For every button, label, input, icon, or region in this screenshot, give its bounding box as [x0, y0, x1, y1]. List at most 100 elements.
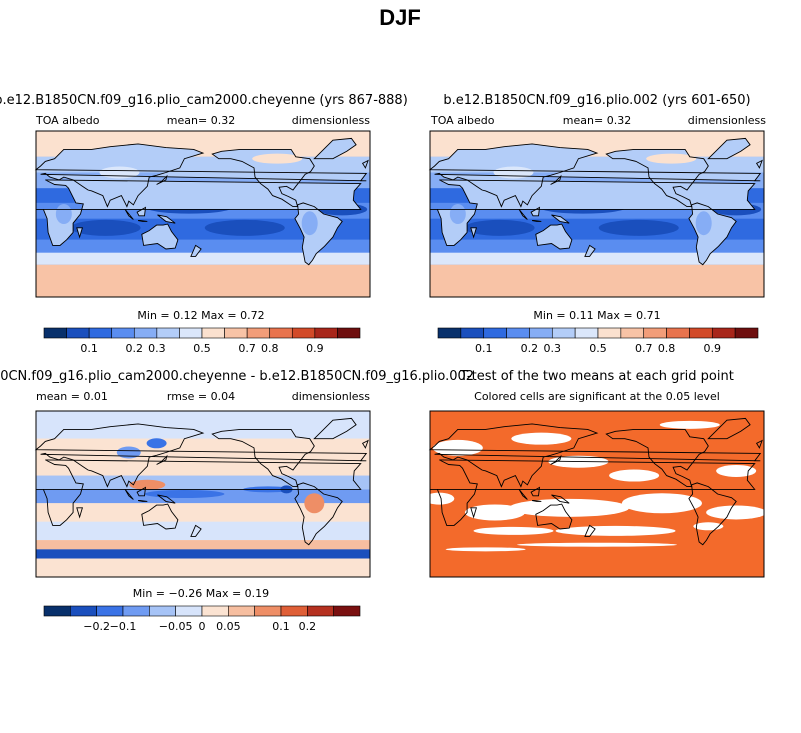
colorbar-tick-label: 0.8	[261, 342, 279, 355]
coastline	[141, 223, 179, 250]
coastline	[138, 220, 148, 222]
coastline	[688, 482, 737, 546]
panel-3-colorbar-labels: −0.2 −0.1 −0.05 0 0.05 0.1 0.2	[83, 620, 316, 633]
field-blob	[449, 204, 466, 224]
coastline	[470, 227, 478, 239]
colorbar-segment	[291, 327, 316, 339]
land-field	[470, 227, 477, 238]
colorbar-segment	[201, 605, 229, 617]
land-field	[535, 224, 572, 249]
colorbar-tick-label: 0.9	[704, 342, 722, 355]
coastline	[532, 220, 542, 222]
panel-1-map	[34, 130, 371, 298]
colorbar-segment	[201, 327, 225, 339]
coastline	[124, 209, 134, 220]
colorbar-segment	[228, 605, 255, 617]
colorbar-tick-label: 0	[199, 620, 206, 633]
colorbar-tick-label: 0.1	[272, 620, 290, 633]
panel-3-mean: mean = 0.01	[36, 390, 108, 403]
coastline	[294, 482, 343, 546]
land-field	[551, 214, 570, 224]
coastline	[211, 428, 315, 488]
coastline	[551, 214, 570, 224]
colorbar-tick-label: 0.7	[635, 342, 653, 355]
coastline	[190, 524, 202, 537]
insignificant-region	[621, 493, 702, 514]
insignificant-region	[555, 525, 676, 536]
field-band	[430, 252, 764, 265]
coastline	[211, 148, 315, 208]
field-band	[430, 264, 764, 297]
field-blob	[695, 211, 712, 236]
map-background	[430, 411, 764, 577]
field-blob	[70, 219, 141, 236]
colorbar-segment	[620, 327, 645, 339]
coastline	[141, 503, 179, 530]
colorbar-tick-label: −0.2	[83, 620, 110, 633]
colorbar-segment	[643, 327, 667, 339]
colorbar-segment	[269, 327, 293, 339]
colorbar-segment	[529, 327, 553, 339]
colorbar-segment	[254, 605, 282, 617]
coastline	[605, 148, 709, 208]
panel-2: b.e12.B1850CN.f09_g16.plio.002 (yrs 601-…	[428, 93, 767, 355]
insignificant-region	[716, 464, 757, 477]
panel-3-rmse: rmse = 0.04	[167, 390, 235, 403]
coastline	[34, 423, 368, 488]
colorbar-segment	[551, 327, 576, 339]
insignificant-region	[430, 492, 455, 505]
field-blob	[144, 490, 225, 498]
coastline	[530, 206, 541, 217]
colorbar-tick-label: 0.9	[306, 342, 324, 355]
map-content	[430, 420, 764, 552]
panel-1-colorbar-labels: 0.1 0.2 0.3 0.5 0.7 0.8 0.9	[80, 342, 323, 355]
coastline	[535, 503, 573, 530]
colorbar-tick-label: 0.1	[475, 342, 493, 355]
panel-1-units: dimensionless	[292, 114, 371, 127]
coastline	[361, 159, 369, 169]
coastline	[755, 439, 763, 449]
land-field	[76, 227, 83, 238]
panel-3-units: dimensionless	[292, 390, 371, 403]
land-field	[756, 160, 763, 168]
colorbar-segment	[43, 327, 67, 339]
map-frame	[35, 130, 371, 298]
coastline	[550, 174, 562, 185]
coastline	[535, 223, 573, 250]
panel-2-stats: Min = 0.11 Max = 0.71	[533, 309, 660, 322]
panel-4: T-test of the two means at each grid poi…	[428, 369, 765, 578]
coastline	[76, 227, 84, 239]
coastline	[605, 428, 709, 488]
field-blob	[464, 219, 535, 236]
coastline	[584, 524, 596, 537]
panel-2-units: dimensionless	[688, 114, 767, 127]
field-band	[36, 521, 370, 541]
colorbar-tick-label: 0.3	[148, 342, 166, 355]
insignificant-region	[445, 547, 526, 552]
colorbar-segment	[280, 605, 308, 617]
coastline	[36, 459, 362, 526]
coastline	[294, 202, 343, 266]
colorbar-segment	[179, 327, 203, 339]
panel-4-title: T-test of the two means at each grid poi…	[459, 369, 734, 384]
land-field	[190, 245, 202, 257]
coastline	[190, 244, 202, 257]
coastline	[313, 417, 357, 440]
land-field	[708, 138, 751, 159]
insignificant-region	[706, 505, 764, 520]
field-blob	[55, 204, 72, 224]
panel-3: 50CN.f09_g16.plio_cam2000.cheyenne - b.e…	[0, 369, 474, 633]
coastline	[518, 489, 528, 500]
colorbar-tick-label: 0.2	[521, 342, 539, 355]
field-blob	[646, 153, 697, 164]
map-content	[430, 131, 764, 297]
coastline	[34, 143, 368, 208]
field-band	[36, 503, 370, 522]
panel-1-colorbar	[43, 327, 361, 339]
map-frame	[429, 130, 765, 298]
colorbar-segment	[314, 327, 338, 339]
insignificant-region	[609, 469, 660, 482]
field-band	[36, 549, 370, 559]
colorbar-segment	[156, 327, 180, 339]
colorbar-segment	[734, 327, 759, 339]
